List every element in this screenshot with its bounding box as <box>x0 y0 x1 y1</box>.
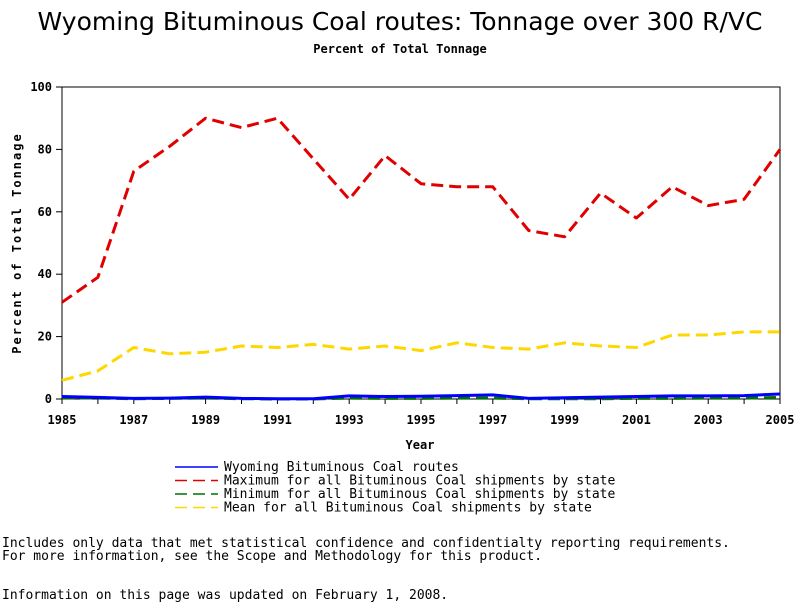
x-tick-label: 1991 <box>263 413 292 427</box>
series-line-1 <box>61 116 782 304</box>
y-tick-label: 0 <box>45 392 52 406</box>
x-tick-label: 2001 <box>622 413 651 427</box>
y-axis: 0 20 40 60 80 100 <box>30 80 62 406</box>
y-tick-label: 20 <box>38 330 52 344</box>
x-tick-label: 2005 <box>766 413 795 427</box>
legend-label-1: Maximum for all Bituminous Coal shipment… <box>224 474 616 489</box>
x-tick-label: 1985 <box>48 413 77 427</box>
y-axis-label: Percent of Total Tonnage <box>10 132 24 353</box>
x-tick-label: 1995 <box>407 413 436 427</box>
footnote-methodology: For more information, see the Scope and … <box>2 549 543 564</box>
x-tick-label: 1989 <box>191 413 220 427</box>
x-tick-label: 2003 <box>694 413 723 427</box>
x-tick-label: 1999 <box>550 413 579 427</box>
x-tick-label: 1993 <box>335 413 364 427</box>
series-line-0 <box>61 392 781 401</box>
footnote-confidence: Includes only data that met statistical … <box>2 536 730 551</box>
y-tick-label: 80 <box>38 142 52 156</box>
chart-title: Wyoming Bituminous Coal routes: Tonnage … <box>38 7 763 36</box>
footnote-updated: Information on this page was updated on … <box>2 588 449 603</box>
y-tick-label: 40 <box>38 267 52 281</box>
plot-area <box>61 86 781 400</box>
x-axis-label: Year <box>406 438 435 452</box>
series-layer <box>61 116 782 401</box>
x-axis: 1985 1987 1989 1991 1993 1995 1997 1999 2001 2003… <box>48 399 795 427</box>
x-tick-label: 1997 <box>478 413 507 427</box>
legend-label-3: Mean for all Bituminous Coal shipments b… <box>224 501 592 516</box>
y-tick-label: 100 <box>30 80 52 94</box>
legend-label-2: Minimum for all Bituminous Coal shipment… <box>224 487 616 502</box>
chart-subtitle: Percent of Total Tonnage <box>313 42 486 56</box>
legend-label-0: Wyoming Bituminous Coal routes <box>224 460 459 475</box>
series-line-3 <box>61 330 780 382</box>
x-tick-label: 1987 <box>119 413 148 427</box>
y-tick-label: 60 <box>38 205 52 219</box>
